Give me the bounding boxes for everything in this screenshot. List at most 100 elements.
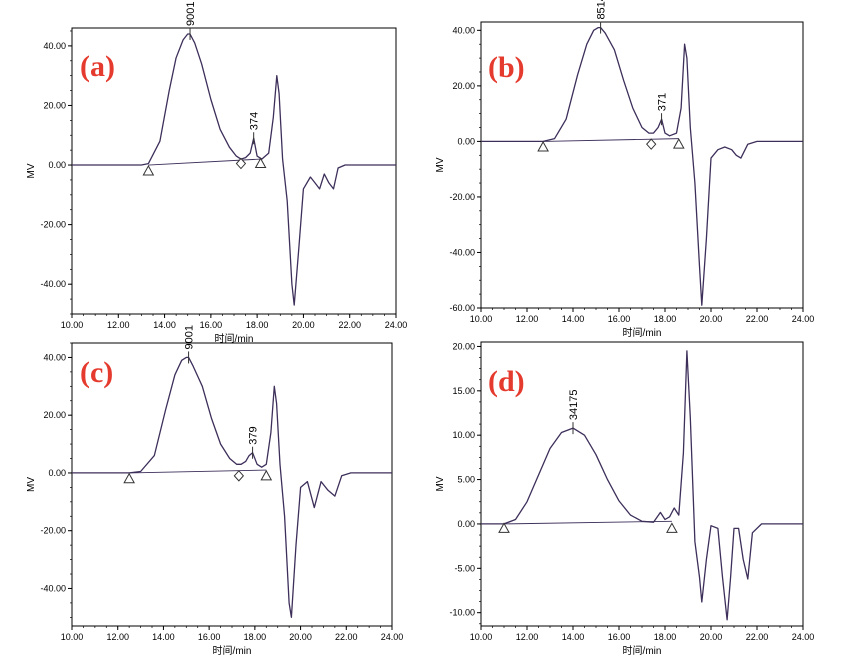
x-axis-title: 时间/min — [623, 326, 662, 339]
x-tick-label: 10.00 — [61, 320, 84, 330]
x-tick-label: 18.00 — [244, 632, 267, 642]
x-tick-label: 16.00 — [608, 632, 631, 642]
y-tick-label: 20.00 — [43, 100, 66, 110]
panel-label: (b) — [488, 51, 525, 84]
y-tick-label: -40.00 — [449, 247, 475, 257]
y-axis-title: MV — [26, 477, 37, 492]
x-axis-title: 时间/min — [213, 644, 252, 657]
y-tick-label: 40.00 — [452, 25, 475, 35]
chart-panel-2: 10.00 12.00 14.00 16.00 18.00 20.00 22.00 24.00… — [26, 325, 403, 657]
y-tick-label: 20.00 — [43, 410, 66, 420]
x-tick-label: 20.00 — [700, 314, 723, 324]
x-tick-label: 14.00 — [562, 632, 585, 642]
x-tick-label: 12.00 — [516, 314, 539, 324]
peak-label: 371 — [657, 93, 669, 111]
y-tick-label: 0.00 — [48, 468, 66, 478]
diamond-marker — [233, 470, 245, 482]
plot-frame — [480, 21, 804, 309]
x-tick-label: 18.00 — [654, 632, 677, 642]
y-axis-title: MV — [435, 157, 446, 172]
peak-label: 9001 — [184, 325, 196, 349]
triangle-marker — [142, 164, 155, 176]
triangle-marker — [254, 157, 267, 169]
x-tick-label: 24.00 — [381, 632, 404, 642]
x-tick-label: 22.00 — [335, 632, 358, 642]
plot-frame — [71, 27, 397, 315]
chart-panel-3: 10.00 12.00 14.00 16.00 18.00 20.00 22.00 24.00… — [435, 341, 814, 657]
x-tick-label: 18.00 — [654, 314, 677, 324]
peak-label: 379 — [248, 426, 260, 444]
y-tick-label: 40.00 — [43, 352, 66, 362]
x-tick-label: 16.00 — [200, 320, 223, 330]
y-tick-label: 0.00 — [457, 519, 475, 529]
chart-panel-1: 10.00 12.00 14.00 16.00 18.00 20.00 22.00 24.00… — [435, 0, 814, 339]
x-axis-title: 时间/min — [623, 644, 662, 657]
y-tick-label: -20.00 — [40, 220, 66, 230]
series-line — [481, 350, 803, 621]
series-line — [72, 33, 396, 306]
triangle-marker — [672, 138, 685, 149]
plot-frame — [71, 342, 393, 627]
y-tick-label: -60.00 — [449, 303, 475, 313]
x-tick-label: 24.00 — [792, 314, 815, 324]
x-tick-label: 20.00 — [700, 632, 723, 642]
diamond-marker — [646, 138, 657, 150]
x-tick-label: 16.00 — [608, 314, 631, 324]
integration-baseline — [129, 469, 267, 474]
y-axis-title: MV — [26, 163, 37, 178]
x-tick-label: 22.00 — [746, 632, 769, 642]
chart-panel-0: 10.00 12.00 14.00 16.00 18.00 20.00 22.00 24.00… — [26, 1, 407, 345]
panel-label: (d) — [488, 365, 525, 398]
x-tick-label: 12.00 — [107, 320, 130, 330]
x-tick-label: 12.00 — [106, 632, 129, 642]
y-tick-label: -5.00 — [454, 563, 475, 573]
x-tick-label: 14.00 — [152, 632, 175, 642]
x-tick-label: 24.00 — [792, 632, 815, 642]
y-tick-label: -20.00 — [449, 192, 475, 202]
x-tick-label: 22.00 — [338, 320, 361, 330]
y-tick-label: -10.00 — [449, 608, 475, 618]
y-tick-label: 10.00 — [452, 430, 475, 440]
plot-frame — [480, 341, 804, 627]
panel-label: (a) — [80, 50, 115, 83]
x-tick-label: 24.00 — [385, 320, 408, 330]
series-line — [72, 356, 392, 618]
y-tick-label: -40.00 — [40, 583, 66, 593]
y-tick-label: 5.00 — [457, 475, 475, 485]
x-tick-label: 12.00 — [516, 632, 539, 642]
peak-label: 9001 — [185, 1, 197, 25]
triangle-marker — [666, 522, 678, 533]
x-tick-label: 10.00 — [470, 314, 493, 324]
triangle-marker — [537, 140, 549, 152]
x-tick-label: 14.00 — [562, 314, 585, 324]
triangle-marker — [260, 469, 273, 481]
x-tick-label: 14.00 — [153, 320, 176, 330]
y-tick-label: 0.00 — [48, 160, 66, 170]
x-tick-label: 10.00 — [470, 632, 493, 642]
peak-label: 8514 — [596, 0, 608, 20]
y-tick-label: 40.00 — [43, 41, 66, 51]
y-tick-label: 0.00 — [457, 136, 475, 146]
diamond-marker — [235, 157, 247, 170]
x-tick-label: 20.00 — [289, 632, 312, 642]
y-tick-label: 20.00 — [452, 81, 475, 91]
triangle-marker — [123, 472, 135, 484]
y-tick-label: 20.00 — [452, 341, 475, 351]
y-axis-title: MV — [435, 476, 446, 491]
y-tick-label: -20.00 — [40, 526, 66, 536]
integration-baseline — [543, 138, 679, 142]
x-tick-label: 10.00 — [61, 632, 84, 642]
x-tick-label: 16.00 — [198, 632, 221, 642]
x-axis-title: 时间/min — [215, 332, 254, 345]
peak-label: 34175 — [568, 389, 580, 420]
x-tick-label: 22.00 — [746, 314, 769, 324]
peak-label: 374 — [249, 112, 261, 130]
y-tick-label: -40.00 — [40, 279, 66, 289]
panel-label: (c) — [80, 356, 113, 389]
y-tick-label: 15.00 — [452, 386, 475, 396]
series-line — [481, 26, 803, 306]
triangle-marker — [498, 522, 510, 533]
x-tick-label: 20.00 — [292, 320, 315, 330]
